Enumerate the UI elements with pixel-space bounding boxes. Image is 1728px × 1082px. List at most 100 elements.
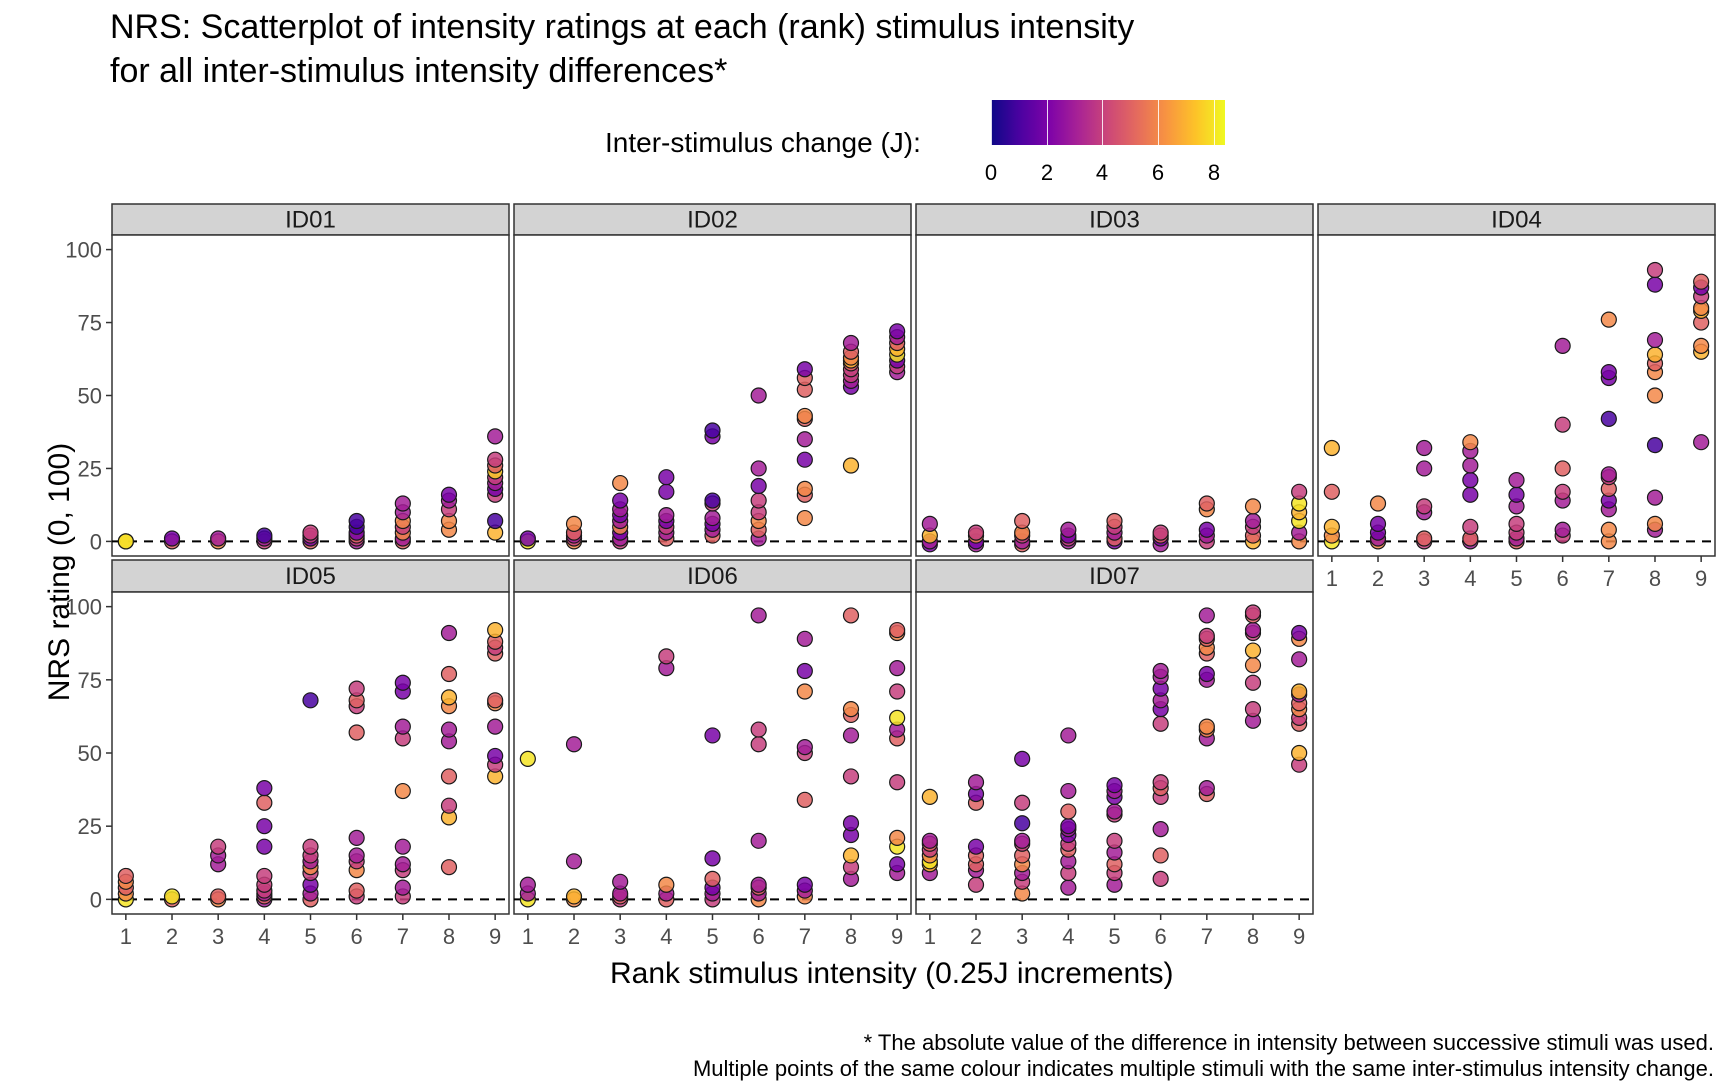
data-point xyxy=(796,480,813,497)
x-tick-label: 7 xyxy=(1201,924,1213,949)
data-point xyxy=(921,832,938,849)
data-point xyxy=(750,477,767,495)
data-point xyxy=(1600,521,1617,538)
x-tick-label: 3 xyxy=(1016,924,1028,949)
legend-colorbar xyxy=(991,100,1225,145)
data-point xyxy=(1291,683,1308,700)
caption-line-2: Multiple points of the same colour indic… xyxy=(692,1056,1714,1081)
data-point xyxy=(889,709,906,726)
data-point xyxy=(842,700,860,718)
data-point xyxy=(1291,483,1308,500)
x-tick-label: 9 xyxy=(891,924,903,949)
data-point xyxy=(1554,416,1571,433)
data-point xyxy=(796,431,813,448)
data-point xyxy=(796,683,813,700)
data-point xyxy=(394,495,411,512)
data-point xyxy=(1198,718,1215,735)
data-point xyxy=(842,847,860,864)
data-point xyxy=(658,469,675,486)
data-point xyxy=(1462,457,1479,474)
x-tick-label: 1 xyxy=(120,924,132,949)
x-tick-label: 6 xyxy=(1557,566,1569,591)
data-point xyxy=(1600,466,1617,483)
legend-tick xyxy=(1214,100,1215,145)
x-axis-title: Rank stimulus intensity (0.25J increment… xyxy=(610,957,1174,990)
data-point xyxy=(565,853,583,870)
data-point xyxy=(658,648,675,665)
data-point xyxy=(1152,774,1169,791)
data-point xyxy=(440,721,458,738)
data-point xyxy=(1244,657,1262,674)
data-point xyxy=(658,507,675,524)
x-tick-label: 4 xyxy=(258,924,270,949)
facet-strip-label: ID07 xyxy=(1089,563,1140,590)
data-point xyxy=(1152,870,1169,887)
data-point xyxy=(889,621,906,639)
data-point xyxy=(1369,515,1387,533)
data-point xyxy=(1060,727,1077,744)
data-point xyxy=(487,718,504,735)
facet-strip xyxy=(915,203,1314,236)
data-point xyxy=(1060,818,1077,835)
x-tick-label: 4 xyxy=(1062,924,1074,949)
data-point xyxy=(796,662,813,680)
data-point xyxy=(210,838,227,855)
data-point xyxy=(1508,472,1525,489)
data-point xyxy=(704,509,721,527)
data-point xyxy=(889,323,906,340)
legend-tick-label: 8 xyxy=(1207,160,1221,185)
data-point xyxy=(1646,276,1664,293)
data-point xyxy=(302,524,319,541)
caption-line-1: * The absolute value of the difference i… xyxy=(863,1030,1714,1055)
data-point xyxy=(658,876,675,893)
data-point xyxy=(1646,437,1664,454)
y-tick-label: 75 xyxy=(78,668,102,693)
x-tick-label: 7 xyxy=(799,924,811,949)
data-point xyxy=(889,829,906,846)
x-tick-label: 7 xyxy=(397,924,409,949)
data-point xyxy=(1014,815,1031,832)
facet-strip-label: ID05 xyxy=(285,563,336,590)
data-point xyxy=(1554,337,1571,354)
legend-tick-label: 4 xyxy=(1095,160,1109,185)
data-point xyxy=(1462,518,1479,535)
data-point xyxy=(163,888,181,905)
data-point xyxy=(440,797,458,814)
facet-strip xyxy=(111,559,510,593)
data-point xyxy=(750,721,767,738)
data-point xyxy=(1416,498,1433,515)
data-point xyxy=(1106,803,1123,820)
y-tick-label: 50 xyxy=(78,384,102,409)
data-point xyxy=(1198,780,1215,797)
chart-title-line-2: for all inter-stimulus intensity differe… xyxy=(110,52,728,90)
data-point xyxy=(440,486,458,503)
data-point xyxy=(1508,486,1525,503)
data-point xyxy=(750,387,767,404)
x-tick-label: 4 xyxy=(660,924,672,949)
data-point xyxy=(394,674,411,691)
data-point xyxy=(1646,261,1664,279)
data-point xyxy=(842,607,860,624)
x-tick-label: 3 xyxy=(1418,566,1430,591)
data-point xyxy=(842,334,860,352)
x-tick-label: 5 xyxy=(1108,924,1120,949)
data-point xyxy=(1198,495,1215,512)
data-point xyxy=(967,524,985,541)
data-point xyxy=(1106,512,1123,530)
facet-strip-label: ID02 xyxy=(687,207,738,234)
data-point xyxy=(967,774,985,791)
data-point xyxy=(1291,624,1308,642)
data-point xyxy=(163,530,181,547)
data-point xyxy=(256,838,273,855)
x-tick-label: 4 xyxy=(1464,566,1476,591)
y-tick-label: 100 xyxy=(65,595,102,620)
data-point xyxy=(796,630,813,647)
data-point xyxy=(1693,273,1710,290)
data-point xyxy=(1416,460,1433,477)
data-point xyxy=(1014,794,1031,811)
facet-strip xyxy=(1317,203,1716,236)
facet-strip xyxy=(915,559,1314,593)
y-tick-label: 100 xyxy=(65,238,102,263)
x-tick-label: 6 xyxy=(1155,924,1167,949)
data-point xyxy=(256,794,273,811)
